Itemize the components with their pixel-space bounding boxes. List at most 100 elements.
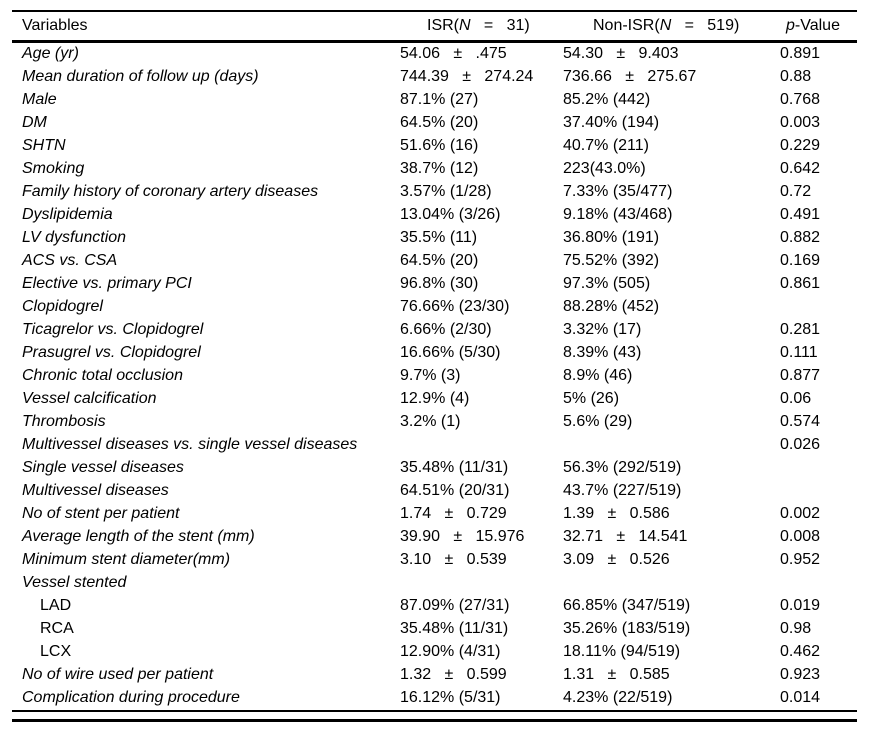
variable-cell: Prasugrel vs. Clopidogrel (22, 344, 201, 361)
isr-value-cell: 3.10 ± 0.539 (400, 551, 507, 568)
variable-cell: Complication during procedure (12, 686, 400, 712)
isr-value-cell (400, 434, 563, 457)
nonisr-value-cell: 9.18% (43/468) (563, 206, 673, 223)
isr-value-cell: 1.74 ± 0.729 (400, 505, 507, 522)
nonisr-value-cell: 54.30 ± 9.403 (563, 45, 679, 62)
nonisr-value-cell: 32.71 ± 14.541 (563, 528, 688, 545)
pvalue-cell: 0.491 (780, 206, 821, 223)
isr-header-count: = 31) (470, 16, 530, 34)
pvalue-cell: 0.229 (780, 137, 821, 154)
variable-cell: Elective vs. primary PCI (22, 275, 192, 292)
nonisr-value-cell: 4.23% (22/519) (563, 686, 780, 712)
pvalue-cell: 0.98 (780, 620, 812, 637)
isr-value-cell: 35.48% (11/31) (400, 620, 509, 637)
table-row: Male 87.1% (27) 85.2% (442) 0.768 (12, 89, 857, 112)
pvalue-cell: 0.768 (780, 91, 821, 108)
pvalue-header-rest: -Value (794, 16, 840, 34)
variable-cell: Ticagrelor vs. Clopidogrel (22, 321, 204, 338)
isr-header-n: N (459, 16, 471, 34)
variable-cell: Smoking (22, 160, 85, 177)
nonisr-header-prefix: Non-ISR( (593, 16, 660, 34)
variable-cell: Dyslipidemia (22, 206, 113, 223)
isr-header-prefix: ISR( (427, 16, 459, 34)
variable-cell: ACS vs. CSA (22, 252, 118, 269)
nonisr-value-cell: 35.26% (183/519) (563, 620, 691, 637)
nonisr-value-cell: 36.80% (191) (563, 229, 660, 246)
pvalue-cell: 0.462 (780, 643, 821, 660)
isr-value-cell: 64.5% (20) (400, 252, 479, 269)
pvalue-cell: 0.891 (780, 45, 821, 62)
isr-value-cell: 744.39 ± 274.24 (400, 68, 534, 85)
nonisr-value-cell: 40.7% (211) (563, 137, 649, 154)
variable-cell: No of stent per patient (22, 505, 180, 522)
isr-value-cell: 64.51% (20/31) (400, 482, 510, 499)
variable-cell: Clopidogrel (22, 298, 103, 315)
table-row: No of stent per patient 1.74 ± 0.729 1.39 … (12, 503, 857, 526)
nonisr-value-cell: 736.66 ± 275.67 (563, 68, 697, 85)
nonisr-value-cell: 5.6% (29) (563, 413, 633, 430)
column-header-variables: Variables (22, 16, 88, 34)
variable-cell: SHTN (22, 137, 66, 154)
table-row: LAD 87.09% (27/31) 66.85% (347/519) 0.019 (12, 595, 857, 618)
pvalue-cell: 0.642 (780, 160, 821, 177)
isr-value-cell: 38.7% (12) (400, 160, 479, 177)
variable-cell: Vessel stented (22, 574, 127, 591)
isr-value-cell: 35.5% (11) (400, 229, 478, 246)
table-row: Minimum stent diameter(mm) 3.10 ± 0.539 3.… (12, 549, 857, 572)
nonisr-value-cell: 97.3% (505) (563, 275, 651, 292)
pvalue-cell: 0.019 (780, 597, 821, 614)
nonisr-value-cell: 37.40% (194) (563, 114, 660, 131)
table-row: Single vessel diseases 35.48% (11/31) 56.3… (12, 457, 857, 480)
variable-cell: Age (yr) (22, 45, 79, 62)
pvalue-cell: 0.574 (780, 413, 821, 430)
variable-cell: DM (22, 114, 47, 131)
table-bottom-rule (12, 718, 857, 722)
variable-cell: Multivessel diseases (22, 482, 169, 499)
nonisr-value-cell (563, 434, 780, 457)
pvalue-cell: 0.003 (780, 114, 821, 131)
nonisr-value-cell (563, 572, 780, 595)
table-row: Family history of coronary artery diseas… (12, 181, 857, 204)
baseline-characteristics-table: Variables ISR(N = 31) Non-ISR(N = 519) p… (12, 10, 857, 722)
column-header-isr: ISR(N = 31) (400, 11, 563, 41)
table-row: Smoking 38.7% (12) 223(43.0%) 0.642 (12, 158, 857, 181)
table-row: No of wire used per patient 1.32 ± 0.599 1… (12, 664, 857, 687)
table-row: Multivessel diseases vs. single vessel d… (12, 434, 857, 457)
nonisr-header-n: N (659, 16, 672, 34)
nonisr-value-cell: 18.11% (94/519) (563, 643, 681, 660)
table-row: Mean duration of follow up (days) 744.39 … (12, 66, 857, 89)
table-row: Multivessel diseases 64.51% (20/31) 43.7% … (12, 480, 857, 503)
table-row: LV dysfunction 35.5% (11) 36.80% (191) 0.88… (12, 227, 857, 250)
nonisr-value-cell: 7.33% (35/477) (563, 183, 673, 200)
table-row: Dyslipidemia 13.04% (3/26) 9.18% (43/468) 0… (12, 204, 857, 227)
table-row: Prasugrel vs. Clopidogrel 16.66% (5/30) 8.… (12, 342, 857, 365)
pvalue-cell: 0.014 (780, 686, 857, 712)
nonisr-value-cell: 85.2% (442) (563, 91, 651, 108)
nonisr-value-cell: 1.39 ± 0.586 (563, 505, 670, 522)
nonisr-value-cell: 3.32% (17) (563, 321, 642, 338)
isr-value-cell: 96.8% (30) (400, 275, 479, 292)
nonisr-value-cell: 8.9% (46) (563, 367, 633, 384)
variable-cell: No of wire used per patient (22, 666, 214, 683)
table-row: Vessel stented (12, 572, 857, 595)
table-row: Chronic total occlusion 9.7% (3) 8.9% (46)… (12, 365, 857, 388)
variable-cell: Average length of the stent (mm) (22, 528, 255, 545)
table-row: RCA 35.48% (11/31) 35.26% (183/519) 0.98 (12, 618, 857, 641)
nonisr-value-cell: 43.7% (227/519) (563, 482, 682, 499)
pvalue-cell: 0.877 (780, 367, 821, 384)
isr-value-cell: 87.1% (27) (400, 91, 479, 108)
isr-value-cell: 39.90 ± 15.976 (400, 528, 525, 545)
pvalue-cell: 0.026 (780, 436, 821, 453)
isr-value-cell: 76.66% (23/30) (400, 298, 510, 315)
isr-value-cell: 87.09% (27/31) (400, 597, 510, 614)
table-row: Thrombosis 3.2% (1) 5.6% (29) 0.574 (12, 411, 857, 434)
isr-value-cell (400, 572, 563, 595)
variable-cell: Thrombosis (22, 413, 106, 430)
isr-value-cell: 3.2% (1) (400, 413, 461, 430)
pvalue-cell (780, 572, 857, 595)
table-row: LCX 12.90% (4/31) 18.11% (94/519) 0.462 (12, 641, 857, 664)
column-header-non-isr: Non-ISR(N = 519) (563, 11, 780, 41)
variable-cell: Family history of coronary artery diseas… (22, 183, 319, 200)
isr-value-cell: 6.66% (2/30) (400, 321, 492, 338)
